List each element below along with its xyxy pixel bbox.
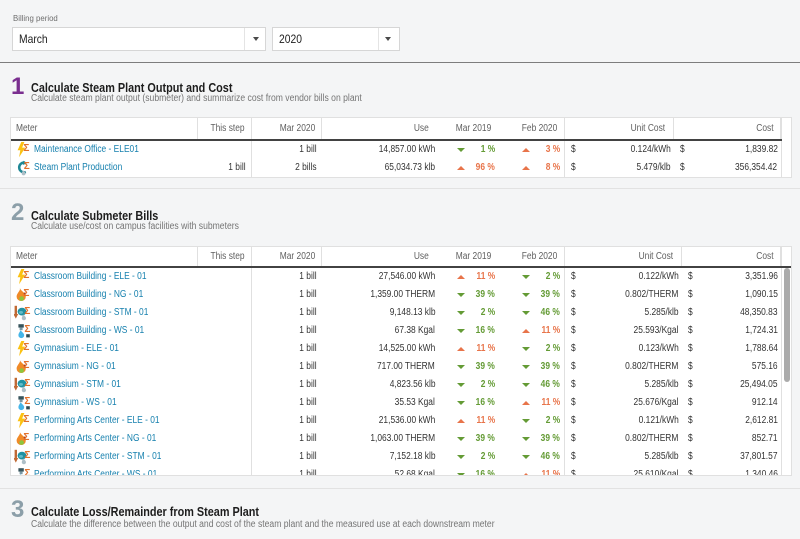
svg-text:Σ: Σ: [24, 450, 30, 461]
svg-text:Σ: Σ: [23, 342, 29, 353]
svg-text:Σ: Σ: [24, 396, 30, 407]
svg-text:Σ: Σ: [23, 143, 29, 154]
svg-text:Σ: Σ: [23, 360, 29, 371]
svg-text:Σ: Σ: [24, 306, 30, 317]
svg-text:Σ: Σ: [23, 414, 29, 425]
svg-text:Σ: Σ: [24, 378, 30, 389]
svg-text:Σ: Σ: [23, 288, 29, 299]
svg-text:Σ: Σ: [24, 161, 30, 172]
svg-text:Σ: Σ: [23, 432, 29, 443]
svg-text:Σ: Σ: [23, 270, 29, 281]
svg-text:Σ: Σ: [24, 468, 30, 476]
svg-text:Σ: Σ: [24, 324, 30, 335]
